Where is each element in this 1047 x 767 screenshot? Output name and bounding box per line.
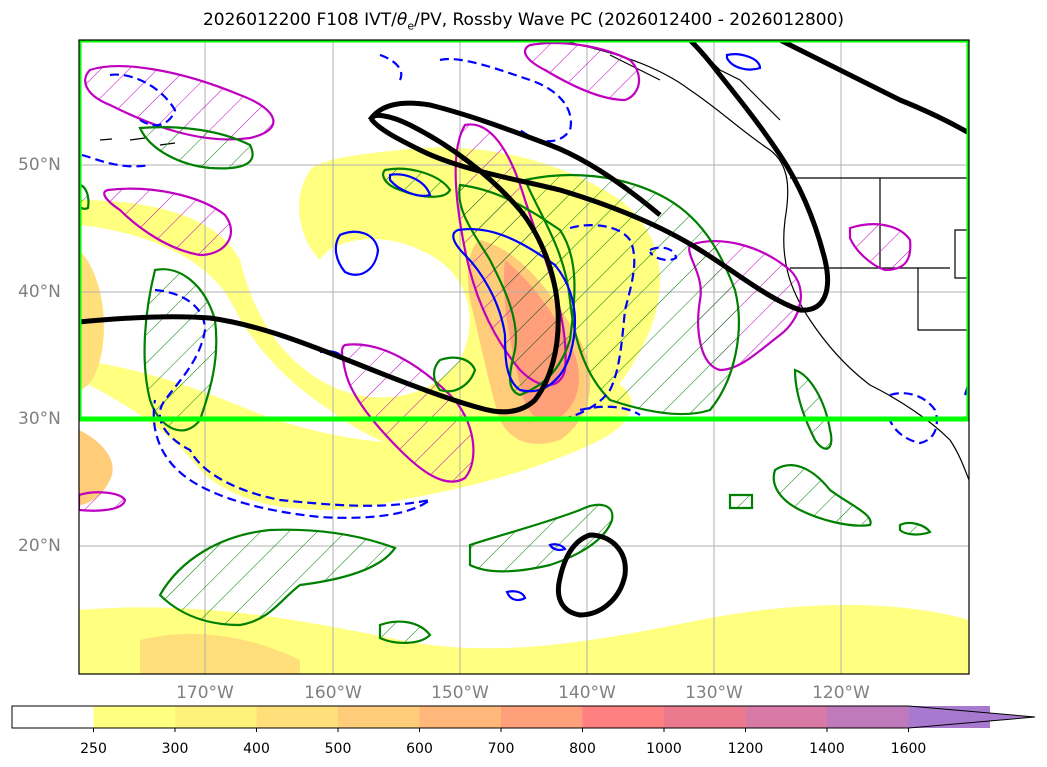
colorbar-tick-label: 400 bbox=[243, 741, 270, 757]
colorbar-segment bbox=[256, 706, 339, 728]
colorbar-extend-arrow bbox=[908, 706, 1035, 728]
colorbar-tick-label: 1200 bbox=[727, 741, 764, 757]
lat-label: 40°N bbox=[18, 282, 61, 302]
blue-contours bbox=[81, 53, 969, 602]
colorbar-outline bbox=[11, 705, 1036, 729]
lon-label: 170°W bbox=[176, 683, 234, 703]
lat-label: 50°N bbox=[18, 155, 61, 175]
lat-label: 20°N bbox=[18, 536, 61, 556]
map-title: 2026012200 F108 IVT/θe/PV, Rossby Wave P… bbox=[202, 10, 845, 33]
colorbar-tick-label: 300 bbox=[161, 741, 189, 757]
colorbar-tick-label: 1600 bbox=[890, 741, 927, 757]
black-contours bbox=[79, 40, 969, 618]
colorbar-segment bbox=[501, 706, 583, 728]
lon-label: 130°W bbox=[685, 683, 743, 703]
colorbar-segment bbox=[175, 706, 257, 728]
lon-label: 140°W bbox=[558, 683, 616, 703]
colorbar-tick-label: 500 bbox=[324, 741, 352, 757]
lon-label: 150°W bbox=[431, 683, 489, 703]
plot-area bbox=[79, 40, 969, 674]
colorbar-tick-label: 250 bbox=[80, 741, 107, 757]
colorbar-tick-label: 800 bbox=[569, 741, 596, 757]
colorbar-segment bbox=[338, 706, 420, 728]
colorbar-segment bbox=[745, 706, 828, 728]
green-hatched-regions bbox=[79, 126, 932, 644]
colorbar-segment bbox=[12, 706, 94, 728]
lon-label: 160°W bbox=[304, 683, 362, 703]
colorbar-segment bbox=[419, 706, 502, 728]
colorbar-tick-label: 600 bbox=[406, 741, 433, 757]
highlight-box bbox=[79, 40, 969, 422]
colorbar-segment bbox=[827, 706, 909, 728]
lat-label: 30°N bbox=[18, 409, 61, 429]
colorbar-tick-label: 700 bbox=[487, 741, 515, 757]
colorbar-tick-label: 1400 bbox=[809, 741, 845, 757]
colorbar-segment bbox=[664, 706, 746, 728]
colorbar-tick-label: 1000 bbox=[646, 741, 682, 757]
plot-frame bbox=[78, 39, 970, 675]
lon-label: 120°W bbox=[812, 683, 870, 703]
colorbar-segment bbox=[93, 706, 176, 728]
colorbar bbox=[11, 705, 1036, 732]
colorbar-segment bbox=[582, 706, 665, 728]
